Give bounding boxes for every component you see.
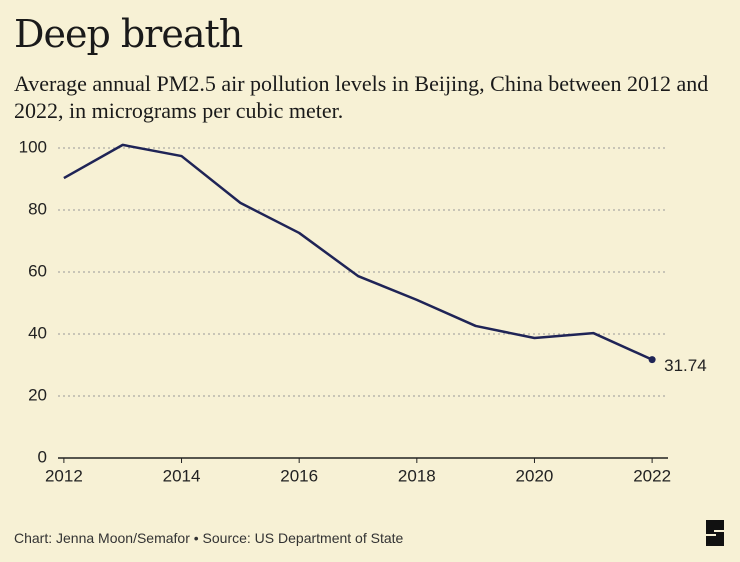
y-tick-label: 20 bbox=[28, 385, 47, 404]
chart-title: Deep breath bbox=[14, 12, 243, 56]
y-tick-label: 100 bbox=[19, 137, 47, 156]
x-tick-label: 2016 bbox=[280, 466, 318, 485]
data-label: 31.74 bbox=[664, 356, 707, 375]
x-tick-label: 2022 bbox=[633, 466, 671, 485]
x-tick-label: 2012 bbox=[45, 466, 83, 485]
y-tick-label: 60 bbox=[28, 261, 47, 280]
y-tick-label: 40 bbox=[28, 323, 47, 342]
y-tick-label: 0 bbox=[38, 447, 47, 466]
logo bbox=[706, 520, 724, 546]
x-tick-label: 2014 bbox=[163, 466, 201, 485]
end-point bbox=[648, 356, 656, 364]
y-tick-label: 80 bbox=[28, 199, 47, 218]
line bbox=[63, 143, 653, 361]
x-tick-label: 2020 bbox=[516, 466, 554, 485]
x-tick-label: 2018 bbox=[398, 466, 436, 485]
source-note: Chart: Jenna Moon/Semafor • Source: US D… bbox=[14, 530, 404, 546]
chart-subtitle: Average annual PM2.5 air pollution level… bbox=[14, 71, 709, 123]
